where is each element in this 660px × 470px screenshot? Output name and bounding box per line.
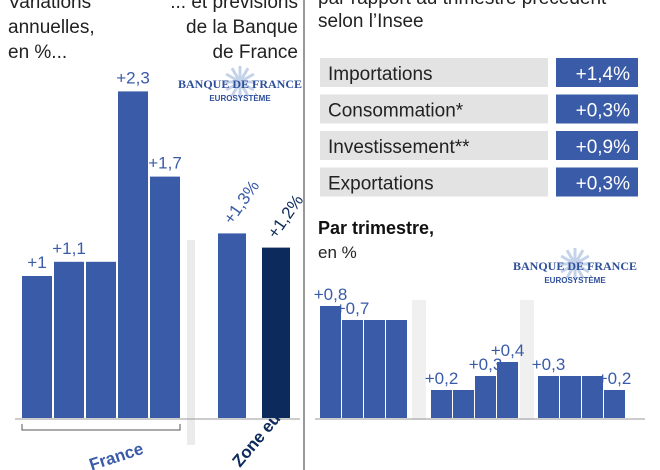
value-label: +0,8 xyxy=(314,285,348,304)
logo-sub: EUROSYSTÈME xyxy=(209,94,271,103)
row-label: Importations xyxy=(328,64,433,85)
subtitle: selon l’Insee xyxy=(318,11,424,32)
bar xyxy=(604,390,625,418)
row-value: +0,9% xyxy=(576,137,631,158)
row-bar xyxy=(320,167,548,197)
bar xyxy=(560,376,581,418)
row-label: Exportations xyxy=(328,174,434,195)
value-label: +0,2 xyxy=(425,369,459,388)
row-bar xyxy=(320,131,548,160)
bar xyxy=(320,306,341,418)
value-label: +0,3 xyxy=(469,355,503,374)
value-label: +0,2 xyxy=(598,369,632,388)
bar xyxy=(497,362,518,418)
bar xyxy=(218,233,246,418)
row-value: +1,4% xyxy=(576,64,631,85)
row-bar xyxy=(320,94,548,124)
bar xyxy=(118,91,148,419)
group-separator xyxy=(520,300,534,420)
bar xyxy=(342,320,363,418)
forecast-separator xyxy=(187,240,195,445)
forecast-note: ... et prévisions xyxy=(170,0,298,13)
value-box xyxy=(556,167,638,197)
bar xyxy=(538,376,559,418)
row-bar xyxy=(320,58,548,87)
logo-ornament xyxy=(225,72,255,92)
value-box xyxy=(556,131,638,160)
subtitle: Variations xyxy=(8,0,91,13)
bar xyxy=(431,390,452,418)
row-label: Consommation* xyxy=(328,101,464,122)
bar xyxy=(262,247,290,418)
logo-ornament xyxy=(560,254,590,274)
bar xyxy=(475,376,496,418)
bar xyxy=(386,320,407,418)
bar xyxy=(150,176,180,418)
row-value: +0,3% xyxy=(576,101,631,122)
logo-name: BANQUE DE FRANCE xyxy=(513,259,637,273)
value-label: +2,3 xyxy=(116,68,150,87)
france-bracket xyxy=(21,424,181,431)
subtitle: par rapport au trimestre précédent xyxy=(318,0,607,9)
bar xyxy=(22,276,52,418)
value-label: +1,7 xyxy=(148,154,182,173)
value-box xyxy=(556,94,638,124)
row-value: +0,3% xyxy=(576,174,631,195)
bar xyxy=(582,376,603,418)
chart-title: Par trimestre, xyxy=(318,218,434,238)
logo-sub: EUROSYSTÈME xyxy=(544,276,606,285)
logo-name: BANQUE DE FRANCE xyxy=(178,77,302,91)
value-box xyxy=(556,58,638,87)
subtitle: annuelles, xyxy=(8,17,95,38)
forecast-note: de France xyxy=(212,42,298,63)
bar xyxy=(453,390,474,418)
forecast-note: de la Banque xyxy=(186,17,298,38)
group-separator xyxy=(412,300,426,420)
value-label: +0,7 xyxy=(336,299,370,318)
bar xyxy=(364,320,385,418)
value-label: +1,1 xyxy=(52,239,86,258)
value-label: +1 xyxy=(27,253,46,272)
value-label: +0,3 xyxy=(532,355,566,374)
bar xyxy=(86,261,116,418)
bar xyxy=(54,261,84,418)
subtitle: en %... xyxy=(8,42,67,63)
row-label: Investissement** xyxy=(328,137,470,158)
subtitle: en % xyxy=(318,243,357,262)
value-label: +0,4 xyxy=(491,341,525,360)
